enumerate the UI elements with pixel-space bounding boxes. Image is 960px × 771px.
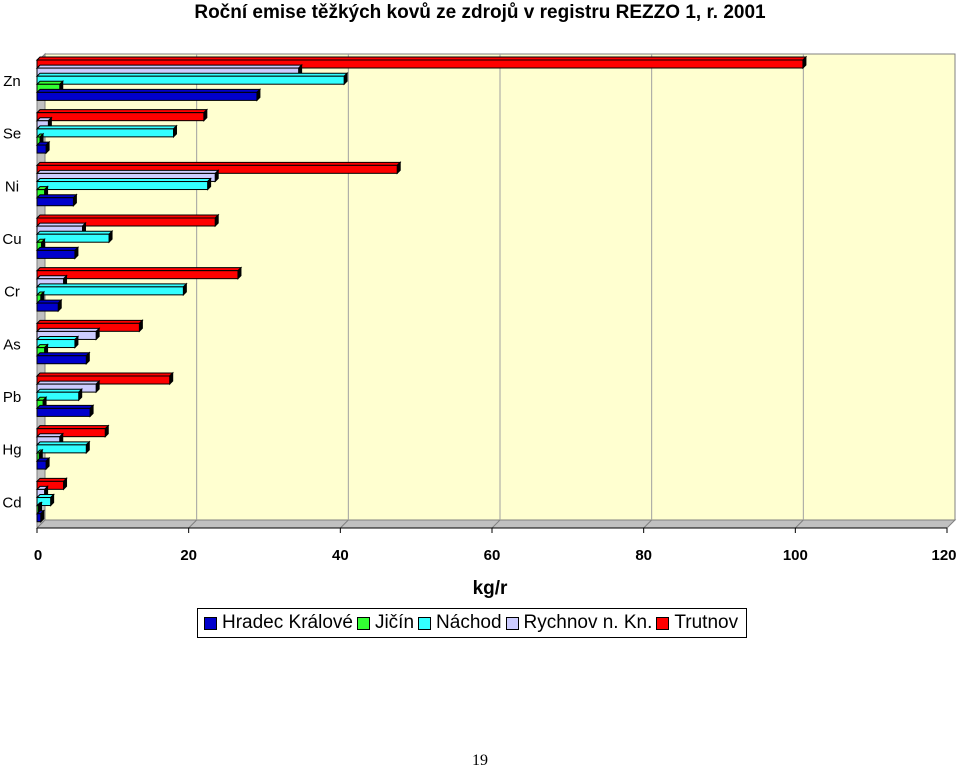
bar-as-0 — [35, 319, 144, 333]
x-axis-label: kg/r — [472, 578, 508, 599]
category-label-zn: Zn — [3, 73, 21, 90]
bar-cd-4 — [35, 509, 45, 523]
bar-ni-0 — [35, 161, 402, 175]
legend-swatch — [505, 616, 519, 630]
legend-label: Hradec Králové — [222, 612, 353, 633]
bar-cd-0 — [35, 477, 68, 491]
legend-label: Jičín — [374, 612, 415, 633]
bar-hg-2 — [35, 440, 91, 455]
bar-se-2 — [35, 124, 178, 139]
bar-cu-2 — [35, 229, 114, 244]
bar-zn-4 — [35, 88, 262, 102]
floor-gridline — [339, 519, 349, 529]
x-tick-label: 80 — [635, 547, 652, 564]
x-tick-label: 100 — [783, 547, 808, 564]
x-tick-label: 120 — [931, 547, 956, 564]
bar-hg-0 — [35, 424, 110, 438]
floor-gridline — [188, 519, 198, 529]
legend-item: Trutnov — [656, 612, 738, 634]
floor-gridline — [491, 519, 501, 529]
category-label-pb: Pb — [3, 389, 21, 406]
bar-pb-4 — [35, 404, 95, 418]
legend-swatch — [656, 616, 670, 630]
x-tick-label: 0 — [34, 547, 42, 564]
bar-se-4 — [35, 140, 51, 155]
floor-gridline — [794, 519, 804, 529]
bar-hg-4 — [35, 456, 51, 471]
bar-cr-4 — [35, 298, 63, 313]
bar-zn-0 — [35, 55, 808, 70]
bars — [35, 55, 808, 523]
bar-as-2 — [35, 335, 80, 349]
legend-label: Trutnov — [674, 612, 739, 633]
bar-pb-2 — [35, 387, 83, 402]
x-tick-label: 60 — [484, 547, 501, 564]
legend-swatch — [356, 616, 370, 630]
x-tick-label: 40 — [332, 547, 349, 564]
legend-item: Jičín — [356, 612, 415, 634]
category-label-se: Se — [3, 126, 21, 143]
legend-label: Rychnov n. Kn. — [523, 612, 653, 633]
legend-label: Náchod — [436, 612, 502, 633]
legend: Hradec Králové Jičín Náchod Rychnov n. Kn. T… — [197, 608, 748, 638]
bar-zn-2 — [35, 71, 349, 86]
legend-item: Hradec Králové — [204, 612, 353, 634]
bar-ni-4 — [35, 193, 78, 207]
category-label-cd: Cd — [2, 494, 21, 511]
bar-cd-2 — [35, 493, 55, 507]
legend-item: Náchod — [418, 612, 502, 634]
y-tick-labels: Zn Se Ni Cu Cr As Pb Hg Cd — [2, 73, 21, 511]
legend-swatch — [418, 616, 432, 630]
category-label-cu: Cu — [2, 231, 21, 248]
bar-cu-4 — [35, 246, 80, 260]
x-tick-label: 20 — [180, 547, 197, 564]
legend-item: Rychnov n. Kn. — [505, 612, 653, 634]
bar-cr-2 — [35, 282, 188, 297]
floor-gridline — [643, 519, 653, 529]
x-tick-labels: 0 20 40 60 80 100 120 — [34, 527, 957, 564]
bar-as-4 — [35, 351, 91, 365]
category-label-cr: Cr — [4, 284, 20, 301]
category-label-hg: Hg — [2, 442, 21, 459]
bar-cu-0 — [35, 213, 220, 228]
category-label-as: As — [3, 336, 21, 353]
legend-swatch — [204, 616, 217, 630]
bar-ni-2 — [35, 177, 212, 191]
bar-pb-0 — [35, 371, 174, 386]
bar-se-0 — [35, 108, 209, 122]
category-label-ni: Ni — [5, 178, 19, 195]
bar-pb-1 — [35, 379, 101, 394]
page-number: 19 — [472, 752, 488, 769]
chart-title: Roční emise těžkých kovů ze zdrojů v reg… — [194, 2, 766, 23]
bar-cr-0 — [35, 266, 243, 280]
